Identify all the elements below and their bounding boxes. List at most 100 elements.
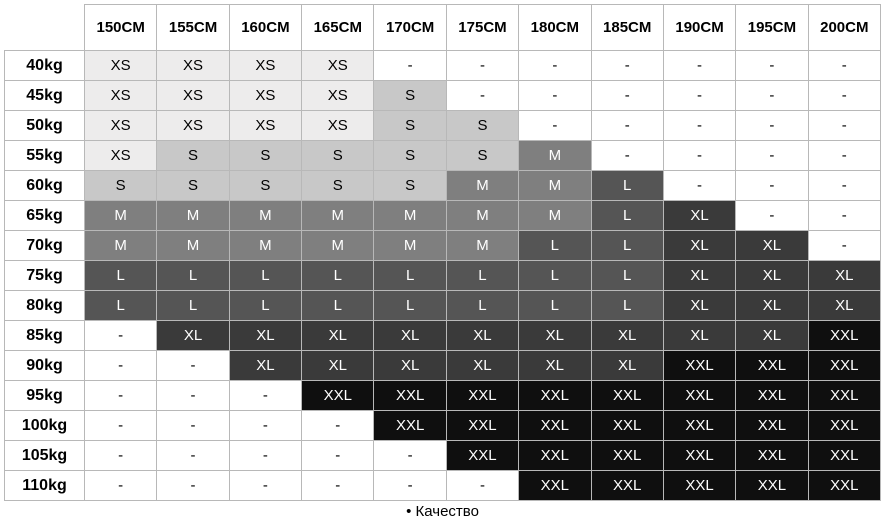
size-cell: - — [157, 411, 229, 441]
size-cell: - — [446, 51, 518, 81]
size-cell: - — [808, 111, 880, 141]
size-cell: - — [591, 81, 663, 111]
table-row: 55kgXSSSSSSM---- — [5, 141, 881, 171]
column-header: 180CM — [519, 5, 591, 51]
table-row: 45kgXSXSXSXSS------ — [5, 81, 881, 111]
table-row: 110kg------XXLXXLXXLXXLXXL — [5, 471, 881, 501]
size-cell: XXL — [736, 441, 808, 471]
size-cell: XL — [808, 291, 880, 321]
size-cell: M — [446, 171, 518, 201]
size-cell: XXL — [736, 471, 808, 501]
table-row: 90kg--XLXLXLXLXLXLXXLXXLXXL — [5, 351, 881, 381]
size-cell: - — [808, 201, 880, 231]
size-cell: L — [591, 291, 663, 321]
size-cell: XXL — [663, 471, 735, 501]
row-header: 90kg — [5, 351, 85, 381]
size-cell: - — [736, 81, 808, 111]
size-cell: - — [85, 321, 157, 351]
size-cell: - — [663, 141, 735, 171]
size-cell: XL — [736, 261, 808, 291]
row-header: 60kg — [5, 171, 85, 201]
size-cell: XXL — [519, 441, 591, 471]
size-cell: XS — [229, 51, 301, 81]
size-cell: XL — [663, 201, 735, 231]
size-cell: XXL — [446, 411, 518, 441]
size-cell: XXL — [591, 471, 663, 501]
size-cell: L — [157, 261, 229, 291]
size-cell: XXL — [591, 411, 663, 441]
size-cell: XXL — [663, 381, 735, 411]
size-cell: XXL — [808, 321, 880, 351]
size-cell: - — [85, 411, 157, 441]
size-cell: - — [374, 51, 446, 81]
size-cell: XL — [663, 261, 735, 291]
table-body: 40kgXSXSXSXS-------45kgXSXSXSXSS------50… — [5, 51, 881, 501]
size-cell: L — [374, 261, 446, 291]
size-cell: XXL — [591, 441, 663, 471]
size-cell: S — [446, 111, 518, 141]
column-header: 160CM — [229, 5, 301, 51]
size-cell: S — [229, 171, 301, 201]
size-cell: L — [302, 291, 374, 321]
size-cell: M — [519, 171, 591, 201]
row-header: 110kg — [5, 471, 85, 501]
footer-label: • Качество — [4, 503, 881, 520]
size-cell: M — [374, 231, 446, 261]
row-header: 50kg — [5, 111, 85, 141]
size-cell: XS — [157, 111, 229, 141]
size-cell: S — [374, 81, 446, 111]
size-cell: XXL — [663, 351, 735, 381]
size-cell: - — [157, 441, 229, 471]
size-cell: L — [302, 261, 374, 291]
row-header: 45kg — [5, 81, 85, 111]
size-cell: - — [302, 471, 374, 501]
column-header: 200CM — [808, 5, 880, 51]
size-cell: - — [229, 411, 301, 441]
size-cell: XL — [663, 321, 735, 351]
size-cell: XXL — [663, 441, 735, 471]
size-cell: - — [808, 171, 880, 201]
table-row: 105kg-----XXLXXLXXLXXLXXLXXL — [5, 441, 881, 471]
size-cell: - — [85, 351, 157, 381]
row-header: 55kg — [5, 141, 85, 171]
size-cell: XL — [591, 351, 663, 381]
column-header: 170CM — [374, 5, 446, 51]
size-cell: XXL — [808, 351, 880, 381]
size-cell: XXL — [374, 411, 446, 441]
size-cell: XL — [519, 321, 591, 351]
size-cell: XXL — [519, 411, 591, 441]
row-header: 95kg — [5, 381, 85, 411]
size-cell: - — [374, 471, 446, 501]
size-cell: - — [519, 81, 591, 111]
size-cell: XL — [446, 321, 518, 351]
size-cell: - — [736, 141, 808, 171]
size-cell: - — [591, 51, 663, 81]
size-cell: - — [85, 471, 157, 501]
size-cell: - — [85, 381, 157, 411]
size-cell: XL — [229, 351, 301, 381]
table-row: 75kgLLLLLLLLXLXLXL — [5, 261, 881, 291]
size-cell: XXL — [374, 381, 446, 411]
row-header: 70kg — [5, 231, 85, 261]
size-cell: - — [663, 81, 735, 111]
size-cell: XXL — [736, 381, 808, 411]
column-header: 155CM — [157, 5, 229, 51]
size-cell: XXL — [591, 381, 663, 411]
size-cell: S — [374, 111, 446, 141]
table-row: 85kg-XLXLXLXLXLXLXLXLXLXXL — [5, 321, 881, 351]
size-cell: M — [519, 201, 591, 231]
size-cell: - — [663, 51, 735, 81]
size-cell: XL — [591, 321, 663, 351]
table-row: 40kgXSXSXSXS------- — [5, 51, 881, 81]
size-cell: S — [302, 141, 374, 171]
size-cell: M — [302, 201, 374, 231]
size-cell: - — [736, 171, 808, 201]
size-cell: XS — [85, 51, 157, 81]
header-row: 150CM155CM160CM165CM170CM175CM180CM185CM… — [5, 5, 881, 51]
size-cell: - — [736, 51, 808, 81]
size-cell: S — [157, 171, 229, 201]
size-cell: XXL — [808, 411, 880, 441]
size-cell: - — [229, 381, 301, 411]
size-cell: L — [519, 291, 591, 321]
size-cell: M — [85, 201, 157, 231]
